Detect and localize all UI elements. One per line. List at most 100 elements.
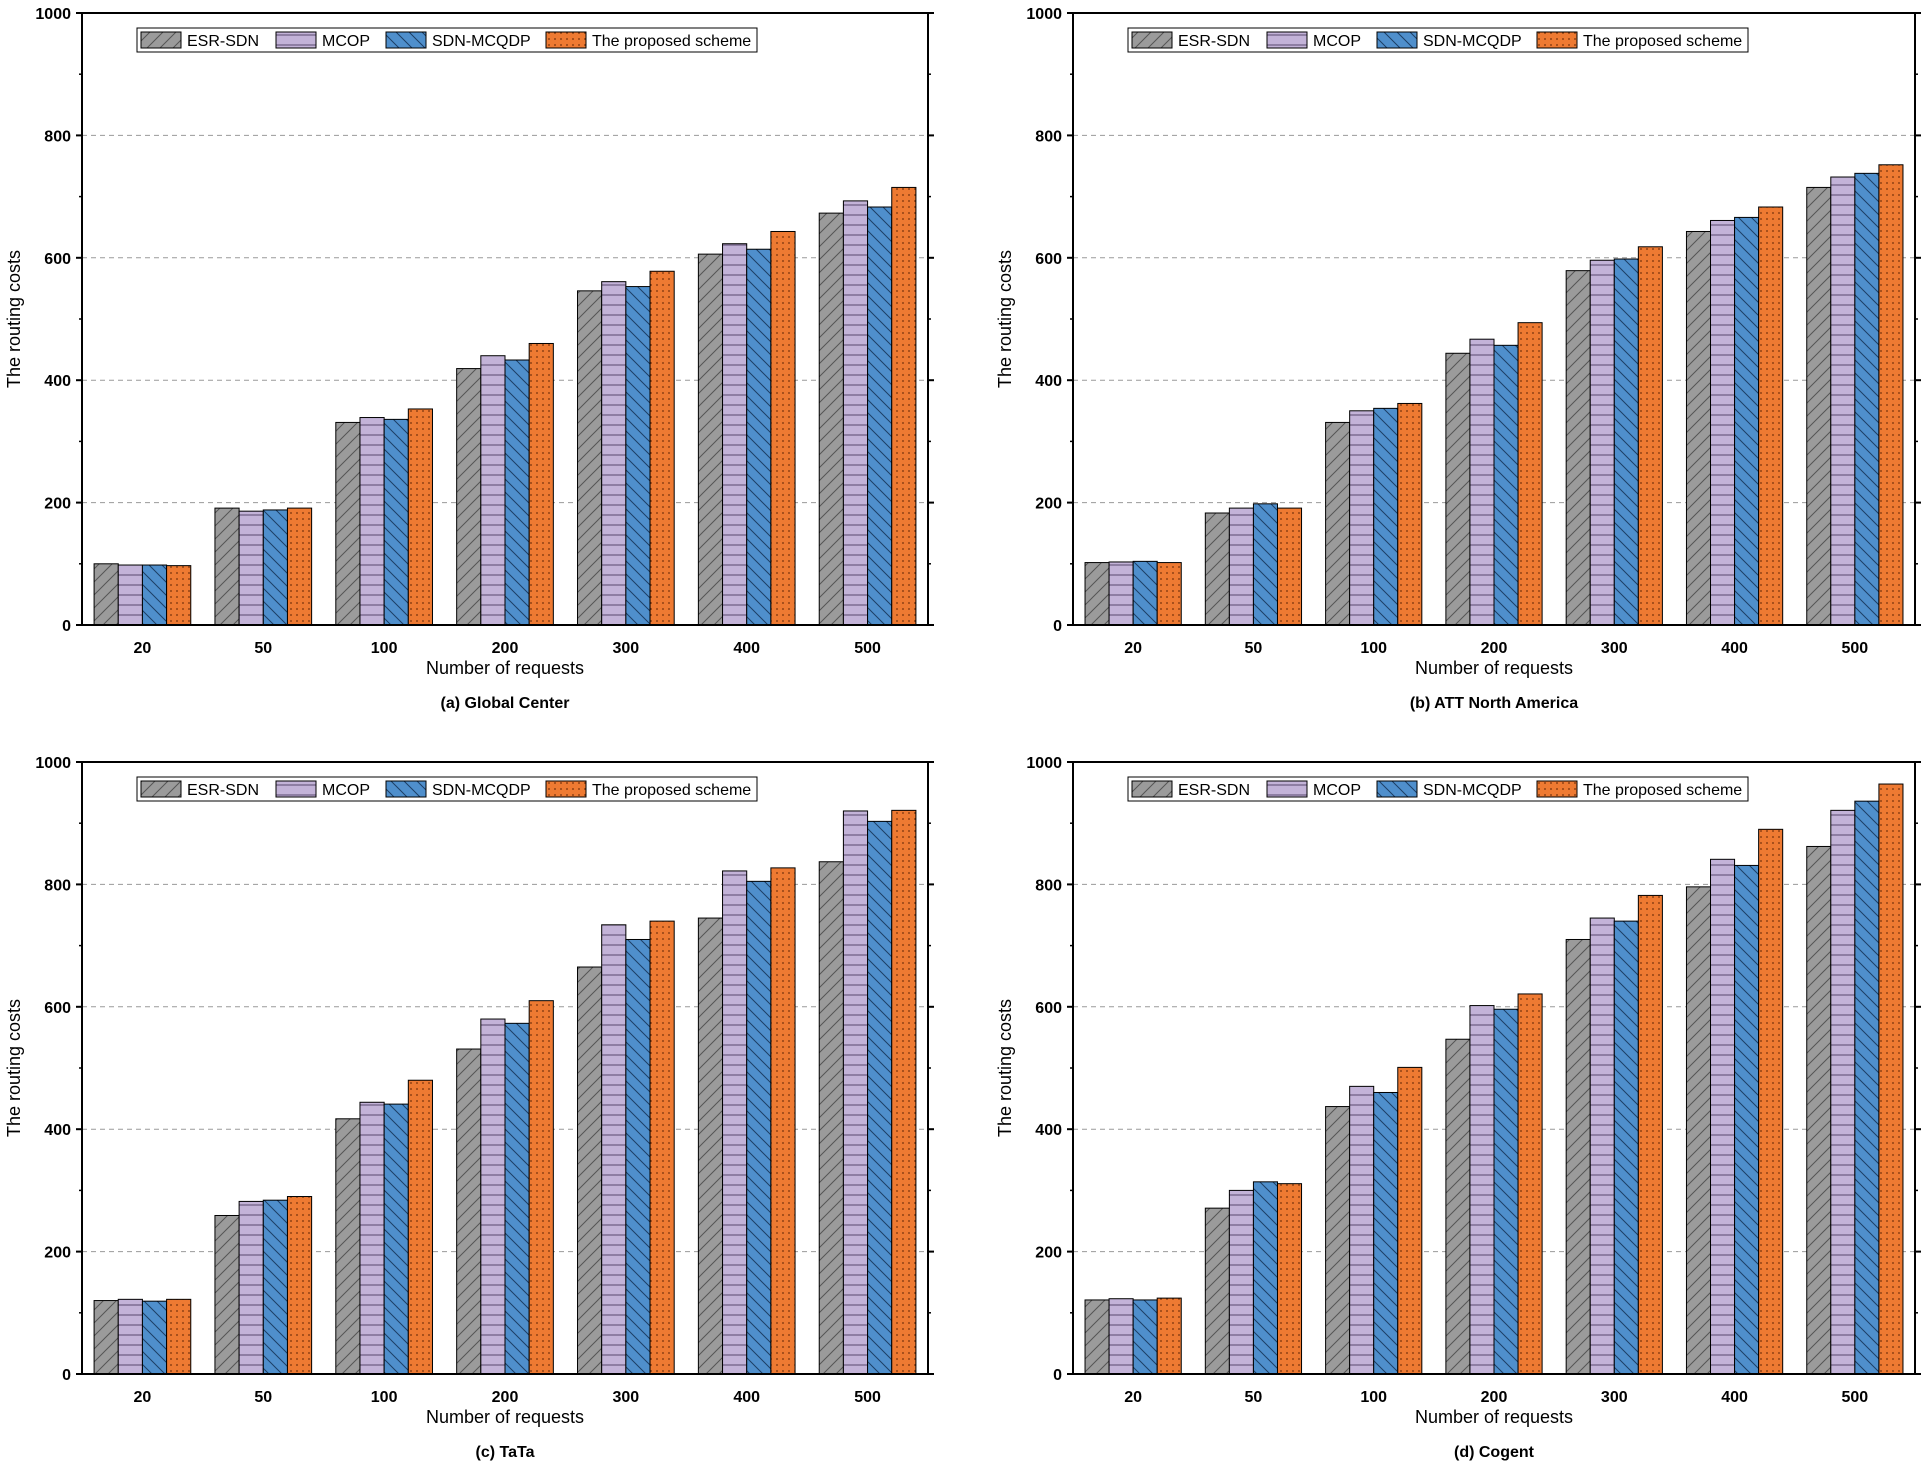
x-tick-label: 400: [1721, 1389, 1748, 1406]
bar-sdn-mcqdp-400: [746, 880, 772, 1375]
y-tick-label: 200: [44, 1245, 71, 1262]
bar-mcop-400: [1710, 858, 1736, 1375]
panel-caption: (d) Cogent: [1454, 1444, 1535, 1461]
y-tick-label: 0: [1053, 618, 1062, 635]
bar-mcop-300: [1589, 917, 1615, 1375]
legend-swatch: [140, 780, 182, 798]
legend-swatch: [1131, 780, 1173, 798]
bar-mcop-500: [842, 200, 869, 626]
x-tick-label: 300: [1601, 1389, 1628, 1406]
bar-mcop-200: [480, 355, 506, 626]
bar-sdn-mcqdp-20: [1132, 1299, 1158, 1375]
legend-box: [1127, 776, 1749, 802]
legend-box: [136, 776, 758, 802]
legend-box: [1127, 27, 1749, 53]
bar-mcop-50: [1228, 1189, 1254, 1375]
y-tick-label: 400: [1035, 1122, 1062, 1139]
x-tick-label: 400: [1721, 640, 1748, 657]
bar-mcop-500: [1830, 176, 1856, 626]
x-tick-label: 100: [371, 640, 398, 657]
x-tick-label: 300: [613, 1389, 640, 1406]
x-tick-label: 200: [1481, 1389, 1508, 1406]
bar-mcop-100: [1349, 1085, 1375, 1375]
legend-label: The proposed scheme: [592, 782, 751, 799]
bar-mcop-20: [1108, 561, 1134, 626]
bar-sdn-mcqdp-100: [1373, 407, 1399, 626]
bar-sdn-mcqdp-200: [1493, 344, 1519, 626]
legend-swatch: [1376, 780, 1418, 798]
bar-mcop-50: [238, 1200, 264, 1375]
bar-mcop-100: [359, 1101, 385, 1375]
bar-the-proposed-scheme-200: [528, 342, 554, 626]
bar-the-proposed-scheme-100: [1397, 1066, 1423, 1375]
bar-sdn-mcqdp-200: [504, 359, 530, 626]
x-tick-label: 20: [134, 1389, 152, 1406]
bar-the-proposed-scheme-50: [286, 1196, 313, 1375]
panel-caption: (a) Global Center: [441, 695, 570, 712]
legend-label: SDN-MCQDP: [432, 33, 531, 50]
bar-the-proposed-scheme-50: [286, 507, 313, 626]
panel-caption: (c) TaTa: [476, 1444, 535, 1461]
legend-box: [136, 27, 758, 53]
bar-sdn-mcqdp-300: [1613, 920, 1639, 1375]
bar-the-proposed-scheme-200: [528, 1000, 554, 1375]
legend-swatch: [275, 780, 317, 798]
bar-sdn-mcqdp-400: [1734, 216, 1760, 626]
legend-label: SDN-MCQDP: [1423, 782, 1522, 799]
legend-swatch: [385, 780, 427, 798]
legend-swatch: [1266, 31, 1308, 49]
y-tick-label: 0: [62, 1367, 71, 1384]
bar-the-proposed-scheme-100: [407, 408, 433, 626]
x-tick-label: 100: [371, 1389, 398, 1406]
bar-sdn-mcqdp-100: [1373, 1091, 1399, 1375]
bar-esr-sdn-200: [456, 368, 482, 626]
y-tick-label: 0: [62, 618, 71, 635]
bar-esr-sdn-400: [697, 917, 724, 1375]
bar-esr-sdn-500: [818, 212, 844, 626]
bar-the-proposed-scheme-200: [1517, 993, 1543, 1375]
legend-label: MCOP: [1313, 33, 1361, 50]
bar-mcop-400: [722, 870, 748, 1375]
bar-mcop-300: [601, 281, 627, 626]
x-tick-label: 200: [492, 640, 519, 657]
bar-mcop-100: [1349, 410, 1375, 626]
x-tick-label: 400: [733, 1389, 760, 1406]
chart-panel-1: 0 200 400 600 800 1000 20 50 100 200 300 400 500 Numb…: [4, 6, 934, 712]
bar-esr-sdn-500: [1806, 845, 1832, 1375]
legend-label: MCOP: [322, 782, 370, 799]
legend-swatch: [1131, 31, 1173, 49]
x-axis-title: Number of requests: [1415, 1407, 1573, 1427]
x-tick-label: 50: [1245, 640, 1263, 657]
bar-esr-sdn-500: [1806, 186, 1832, 626]
y-tick-label: 1000: [1026, 6, 1062, 23]
y-tick-label: 600: [44, 1000, 71, 1017]
bar-esr-sdn-200: [1445, 352, 1471, 626]
bar-mcop-400: [722, 243, 748, 626]
bar-esr-sdn-50: [214, 507, 240, 626]
legend-label: The proposed scheme: [1583, 782, 1742, 799]
y-tick-label: 600: [44, 251, 71, 268]
bar-mcop-500: [842, 810, 869, 1375]
bar-esr-sdn-100: [1325, 1106, 1351, 1375]
legend-swatch: [545, 780, 587, 798]
bar-the-proposed-scheme-300: [649, 920, 675, 1375]
y-axis-title: The routing costs: [995, 999, 1015, 1137]
bar-sdn-mcqdp-300: [1613, 258, 1639, 626]
x-tick-label: 20: [1124, 1389, 1142, 1406]
bar-sdn-mcqdp-500: [867, 820, 893, 1375]
bar-mcop-20: [117, 564, 143, 626]
bar-sdn-mcqdp-500: [1854, 172, 1880, 626]
bar-esr-sdn-20: [93, 563, 119, 626]
bar-the-proposed-scheme-500: [891, 809, 917, 1375]
y-tick-label: 400: [44, 1122, 71, 1139]
legend-swatch: [545, 31, 587, 49]
bar-the-proposed-scheme-300: [1637, 894, 1663, 1375]
x-tick-label: 50: [254, 1389, 272, 1406]
bar-sdn-mcqdp-50: [1252, 1181, 1278, 1375]
x-tick-label: 200: [492, 1389, 519, 1406]
legend-swatch: [1536, 31, 1578, 49]
x-tick-label: 300: [1601, 640, 1628, 657]
bar-esr-sdn-100: [1325, 421, 1351, 626]
bar-mcop-300: [601, 924, 627, 1375]
bar-the-proposed-scheme-500: [891, 186, 917, 626]
